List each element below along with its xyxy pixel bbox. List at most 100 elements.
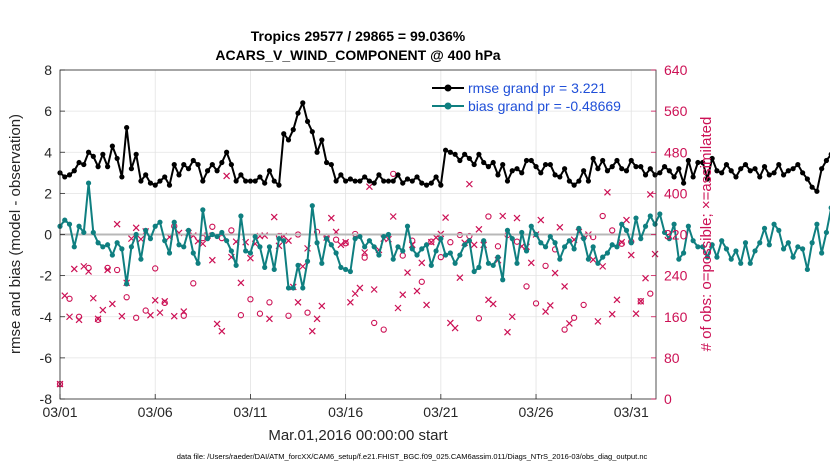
rmse-point xyxy=(238,172,244,178)
obs-assimilated-point xyxy=(223,172,231,180)
obs-possible-point xyxy=(237,312,245,319)
bias-point xyxy=(585,256,592,262)
obs-assimilated-point xyxy=(413,287,421,295)
bias-point xyxy=(266,244,273,250)
bias-point xyxy=(376,252,382,258)
rmse-point xyxy=(647,166,653,172)
bias-point xyxy=(385,231,392,238)
bias-point xyxy=(690,238,696,244)
rmse-point xyxy=(700,159,706,166)
obs-possible-point xyxy=(599,212,606,220)
obs-assimilated-point xyxy=(399,291,407,299)
obs-assimilated-point xyxy=(456,274,464,282)
obs-assimilated-point xyxy=(551,269,559,277)
bias-point xyxy=(114,240,120,246)
bias-point xyxy=(152,223,158,229)
bias-point xyxy=(214,233,220,240)
x-tick-label: 03/11 xyxy=(233,404,267,420)
rmse-point xyxy=(371,180,377,186)
obs-possible-point xyxy=(332,236,340,243)
obs-assimilated-point xyxy=(499,212,507,220)
bias-point xyxy=(228,248,234,254)
obs-possible-point xyxy=(152,265,159,272)
bias-point xyxy=(771,221,777,227)
rmse-point xyxy=(690,174,696,180)
obs-assimilated-point xyxy=(308,327,316,335)
rmse-point xyxy=(728,168,734,174)
obs-assimilated-point xyxy=(132,224,140,232)
bias-point xyxy=(566,238,572,244)
bias-point xyxy=(804,266,810,273)
y-tick-label-left: -8 xyxy=(40,391,53,407)
bias-point xyxy=(347,268,353,275)
rmse-point xyxy=(395,172,401,178)
obs-assimilated-point xyxy=(489,300,497,308)
obs-possible-point xyxy=(142,307,149,314)
obs-assimilated-point xyxy=(285,237,292,245)
bias-point xyxy=(614,244,620,250)
rmse-point xyxy=(385,178,392,184)
rmse-point xyxy=(804,176,810,182)
obs-assimilated-point xyxy=(513,214,521,222)
x-tick-label: 03/01 xyxy=(42,404,77,420)
x-axis-label: Mar.01,2016 00:00:00 start xyxy=(268,427,448,444)
obs-assimilated-point xyxy=(161,297,169,305)
obs-assimilated-point xyxy=(475,225,483,233)
bias-point xyxy=(138,256,144,262)
rmse-point xyxy=(514,166,520,172)
rmse-point xyxy=(676,166,682,172)
y-tick-label-right: 0 xyxy=(664,391,672,407)
bias-point xyxy=(295,262,301,268)
obs-assimilated-point xyxy=(613,296,621,304)
obs-possible-point xyxy=(561,326,568,333)
rmse-point xyxy=(571,182,577,188)
obs-possible-point xyxy=(256,310,264,317)
bias-point xyxy=(485,260,492,266)
bias-point xyxy=(362,244,368,250)
rmse-point xyxy=(590,155,596,162)
bias-point xyxy=(509,236,515,242)
obs-assimilated-point xyxy=(270,213,278,221)
obs-possible-point xyxy=(485,213,492,220)
bias-point xyxy=(819,250,825,256)
obs-assimilated-point xyxy=(70,265,78,273)
rmse-point xyxy=(447,149,453,155)
bias-point xyxy=(780,246,787,252)
x-tick-label: 03/31 xyxy=(614,404,649,420)
rmse-point xyxy=(790,166,796,172)
rmse-point xyxy=(623,168,630,174)
bias-point xyxy=(271,266,277,273)
legend-marker-rmse xyxy=(444,84,452,92)
rmse-point xyxy=(476,151,482,157)
bias-point xyxy=(171,219,177,225)
obs-assimilated-point xyxy=(118,312,126,320)
rmse-point xyxy=(423,182,430,188)
rmse-point xyxy=(585,178,592,184)
rmse-point xyxy=(314,149,320,155)
obs-assimilated-point xyxy=(465,180,473,188)
obs-assimilated-point xyxy=(75,316,83,324)
obs-assimilated-point xyxy=(370,286,378,293)
obs-possible-point xyxy=(123,294,130,301)
rmse-point xyxy=(723,161,730,168)
rmse-point xyxy=(362,174,368,180)
bias-point xyxy=(133,231,139,238)
rmse-point xyxy=(376,172,382,178)
bias-point xyxy=(747,260,753,266)
bias-point xyxy=(638,236,644,242)
bias-point xyxy=(233,262,239,268)
obs-assimilated-point xyxy=(180,308,188,316)
obs-assimilated-point xyxy=(66,313,73,321)
obs-assimilated-point xyxy=(299,262,307,270)
obs-assimilated-point xyxy=(432,234,440,242)
y-tick-label-left: 4 xyxy=(44,144,52,160)
bias-point xyxy=(366,238,373,244)
bias-point xyxy=(714,254,720,260)
bias-point xyxy=(304,258,311,264)
bias-point xyxy=(452,260,458,266)
bias-point xyxy=(466,238,472,244)
rmse-point xyxy=(214,168,220,174)
bias-point xyxy=(352,236,358,242)
bias-point xyxy=(276,236,282,242)
